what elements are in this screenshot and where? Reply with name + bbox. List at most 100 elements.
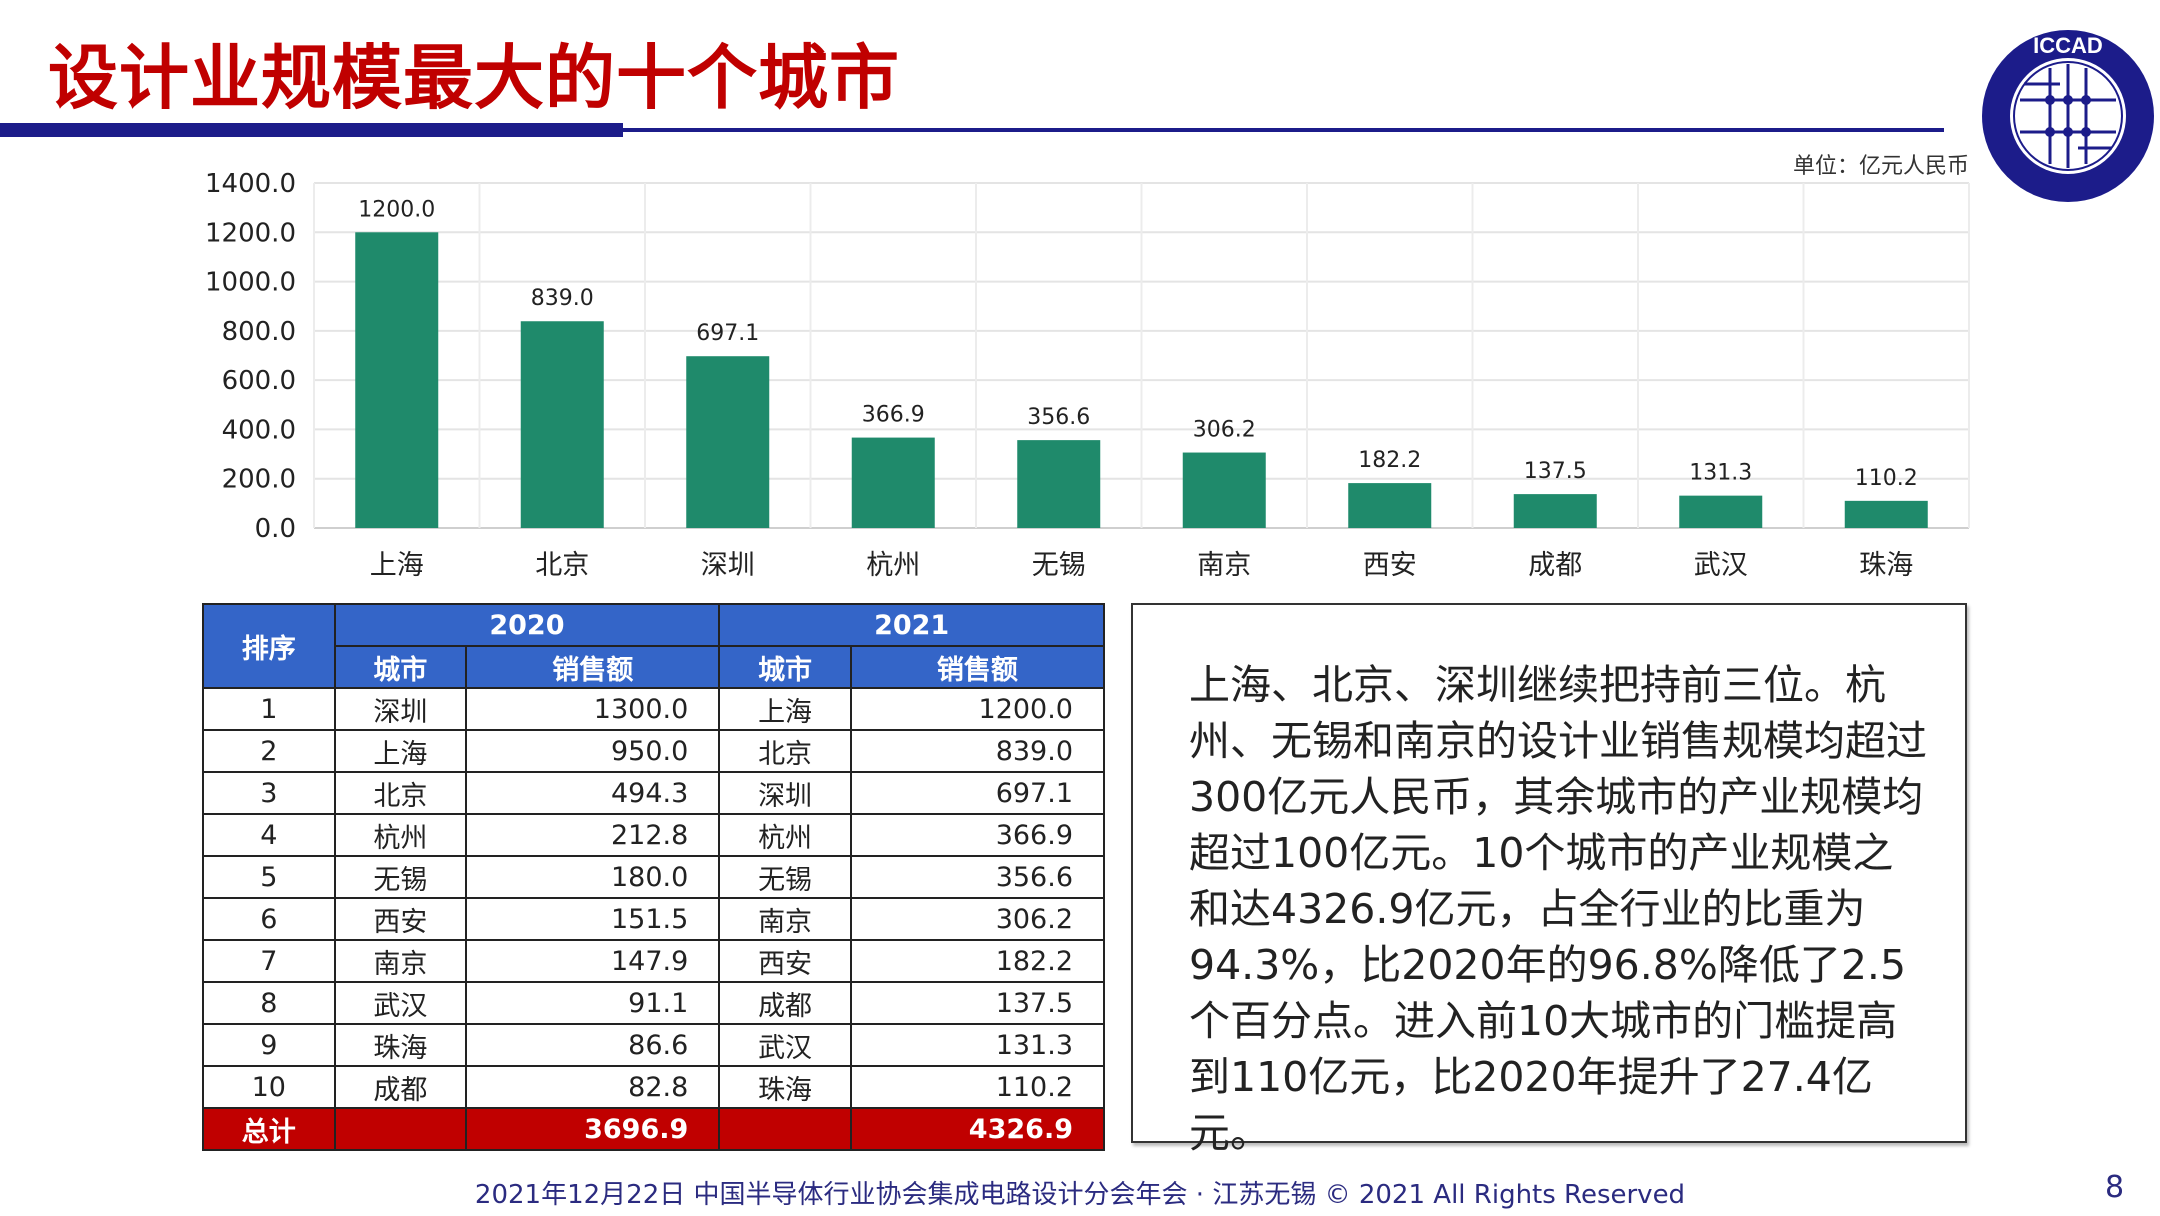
rank-cell: 3 xyxy=(202,771,336,815)
rank-cell: 9 xyxy=(202,1023,336,1067)
data-label: 182.2 xyxy=(1358,448,1421,473)
data-label: 137.5 xyxy=(1524,459,1587,484)
table-row: 7 南京 147.9 西安 182.2 xyxy=(202,939,1106,983)
total-2021: 4326.9 xyxy=(849,1107,1106,1151)
year-2020-header: 2020 xyxy=(333,603,721,647)
bar xyxy=(686,356,770,528)
city-2021-cell: 西安 xyxy=(718,939,852,983)
city-2021-cell: 武汉 xyxy=(718,1023,852,1067)
y-tick-label: 1200.0 xyxy=(205,218,296,248)
y-tick-label: 1000.0 xyxy=(205,268,296,298)
x-tick-label: 无锡 xyxy=(1032,550,1086,581)
footer-text: 2021年12月22日 中国半导体行业协会集成电路设计分会年会 · 江苏无锡 ©… xyxy=(474,1180,1686,1210)
table-row: 9 珠海 86.6 武汉 131.3 xyxy=(202,1023,1106,1067)
data-label: 356.6 xyxy=(1027,405,1090,430)
sales-2020-cell: 950.0 xyxy=(465,729,721,773)
x-tick-label: 深圳 xyxy=(701,550,755,581)
sales-2021-cell: 182.2 xyxy=(849,939,1106,983)
data-label: 306.2 xyxy=(1193,418,1256,443)
data-label: 131.3 xyxy=(1689,461,1752,486)
bar xyxy=(1679,495,1763,528)
summary-box: 上海、北京、深圳继续把持前三位。杭州、无锡和南京的设计业销售规模均超过300亿元… xyxy=(1131,603,1967,1157)
unit-label: 单位：亿元人民币 xyxy=(1792,154,1969,179)
sales-2020-cell: 180.0 xyxy=(465,855,721,899)
sales-2021-cell: 1200.0 xyxy=(849,687,1106,731)
table-row: 1 深圳 1300.0 上海 1200.0 xyxy=(202,687,1106,731)
sales-2020-cell: 86.6 xyxy=(465,1023,721,1067)
rank-cell: 4 xyxy=(202,813,336,857)
table-row: 2 上海 950.0 北京 839.0 xyxy=(202,729,1106,773)
data-label: 839.0 xyxy=(531,286,594,311)
x-tick-label: 成都 xyxy=(1528,550,1582,581)
x-tick-label: 西安 xyxy=(1363,550,1417,581)
table-row: 3 北京 494.3 深圳 697.1 xyxy=(202,771,1106,815)
city-2020-cell: 成都 xyxy=(333,1065,468,1109)
page-title: 设计业规模最大的十个城市 xyxy=(48,37,900,119)
empty-cell xyxy=(718,1107,852,1151)
city-2020-cell: 深圳 xyxy=(333,687,468,731)
table-row: 5 无锡 180.0 无锡 356.6 xyxy=(202,855,1106,899)
sales-2020-cell: 494.3 xyxy=(465,771,721,815)
rank-cell: 8 xyxy=(202,981,336,1025)
bar xyxy=(1017,440,1101,528)
x-tick-label: 北京 xyxy=(535,550,589,581)
data-label: 110.2 xyxy=(1855,466,1918,491)
title-underline-thin xyxy=(600,128,1944,132)
city-header: 城市 xyxy=(333,645,468,689)
page-number: 8 xyxy=(2105,1170,2125,1205)
sales-2020-cell: 147.9 xyxy=(465,939,721,983)
city-2020-cell: 上海 xyxy=(333,729,468,773)
y-tick-label: 200.0 xyxy=(222,465,296,495)
city-2020-cell: 杭州 xyxy=(333,813,468,857)
x-tick-label: 杭州 xyxy=(866,550,920,581)
x-tick-label: 武汉 xyxy=(1694,550,1748,581)
empty-cell xyxy=(333,1107,468,1151)
bar xyxy=(1513,494,1597,528)
sales-2021-cell: 839.0 xyxy=(849,729,1106,773)
bar xyxy=(520,321,604,528)
city-2020-cell: 无锡 xyxy=(333,855,468,899)
rank-cell: 1 xyxy=(202,687,336,731)
total-label: 总计 xyxy=(202,1107,336,1151)
x-tick-label: 南京 xyxy=(1197,550,1251,581)
city-2021-cell: 南京 xyxy=(718,897,852,941)
ranking-table: 排序 2020 2021 城市 销售额 城市 销售额 1 深圳 1300.0 上海 12… xyxy=(202,603,1106,1151)
bar xyxy=(1182,452,1266,528)
sales-2020-cell: 1300.0 xyxy=(465,687,721,731)
city-2021-cell: 北京 xyxy=(718,729,852,773)
bar xyxy=(1348,483,1432,528)
table-row: 6 西安 151.5 南京 306.2 xyxy=(202,897,1106,941)
bar xyxy=(851,437,935,528)
table-row: 8 武汉 91.1 成都 137.5 xyxy=(202,981,1106,1025)
y-tick-label: 800.0 xyxy=(222,317,296,347)
y-tick-label: 1400.0 xyxy=(205,169,296,199)
rank-cell: 2 xyxy=(202,729,336,773)
city-2020-cell: 武汉 xyxy=(333,981,468,1025)
y-tick-label: 400.0 xyxy=(222,415,296,445)
summary-text: 上海、北京、深圳继续把持前三位。杭州、无锡和南京的设计业销售规模均超过300亿元… xyxy=(1189,661,1927,1157)
table-row: 4 杭州 212.8 杭州 366.9 xyxy=(202,813,1106,857)
city-2021-cell: 无锡 xyxy=(718,855,852,899)
rank-cell: 7 xyxy=(202,939,336,983)
sales-header: 销售额 xyxy=(849,645,1106,689)
title-underline-thick xyxy=(0,123,623,137)
sales-2020-cell: 82.8 xyxy=(465,1065,721,1109)
city-2021-cell: 深圳 xyxy=(718,771,852,815)
svg-text:ICCAD: ICCAD xyxy=(2033,33,2103,58)
city-2021-cell: 杭州 xyxy=(718,813,852,857)
sales-2021-cell: 697.1 xyxy=(849,771,1106,815)
city-header: 城市 xyxy=(718,645,852,689)
city-2020-cell: 南京 xyxy=(333,939,468,983)
data-label: 1200.0 xyxy=(358,197,435,222)
city-2020-cell: 北京 xyxy=(333,771,468,815)
sales-2020-cell: 151.5 xyxy=(465,897,721,941)
sales-2020-cell: 91.1 xyxy=(465,981,721,1025)
city-2020-cell: 西安 xyxy=(333,897,468,941)
city-2021-cell: 成都 xyxy=(718,981,852,1025)
rank-cell: 10 xyxy=(202,1065,336,1109)
sales-2020-cell: 212.8 xyxy=(465,813,721,857)
sales-header: 销售额 xyxy=(465,645,721,689)
total-row: 总计 3696.9 4326.9 xyxy=(202,1107,1106,1151)
city-2020-cell: 珠海 xyxy=(333,1023,468,1067)
data-label: 697.1 xyxy=(696,321,759,346)
